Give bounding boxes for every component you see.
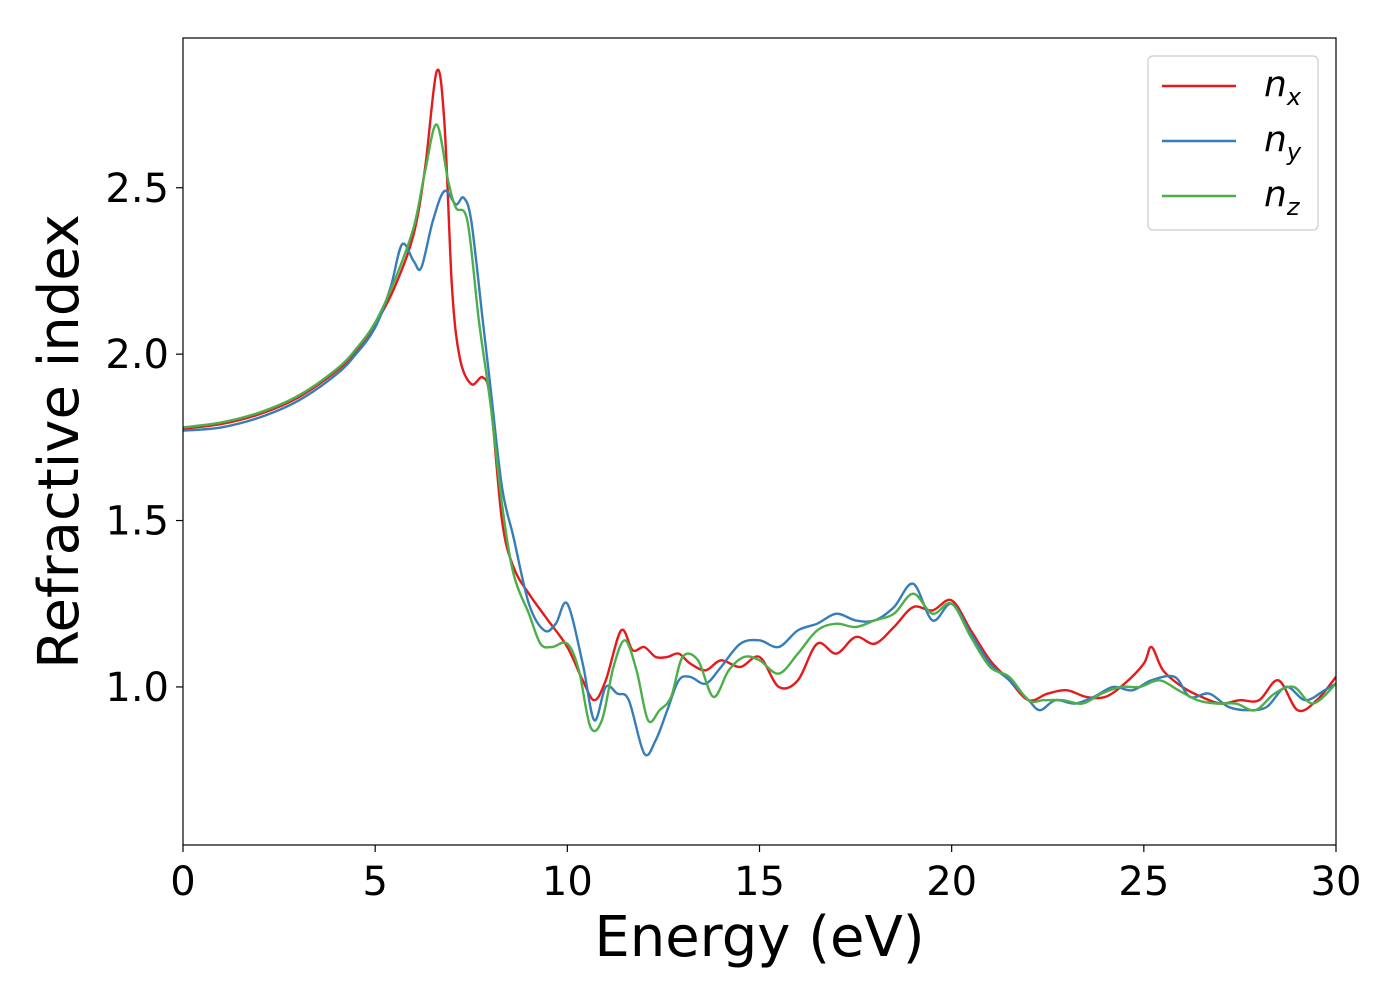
- x-tick-label: 15: [734, 859, 785, 905]
- x-tick-label: 10: [542, 859, 593, 905]
- x-tick-label: 0: [170, 859, 195, 905]
- series-line-n-x: [182, 68, 1337, 713]
- series-layer: [182, 68, 1337, 757]
- series-line-n-y: [182, 189, 1337, 757]
- legend: nx ny nz: [1147, 55, 1319, 231]
- legend-label: nz: [1264, 174, 1301, 221]
- x-axis-title: Energy (eV): [594, 905, 924, 970]
- y-axis-title: Refractive index: [27, 214, 92, 669]
- legend-label: nx: [1264, 64, 1302, 111]
- x-tick-label: 5: [362, 859, 387, 905]
- series-line-n-z: [182, 123, 1337, 733]
- y-tick-label: 1.5: [105, 499, 169, 545]
- y-tick-label: 2.5: [105, 166, 169, 212]
- y-tick-label: 1.0: [105, 665, 169, 711]
- legend-label: ny: [1264, 119, 1302, 166]
- x-tick-label: 30: [1311, 859, 1362, 905]
- legend-box: [1147, 55, 1319, 231]
- ticks-layer: 0 5 10 15 20 25 30 1.0 1.5 2.0 2.5: [105, 166, 1361, 905]
- x-tick-label: 20: [926, 859, 977, 905]
- x-tick-label: 25: [1118, 859, 1169, 905]
- y-tick-label: 2.0: [105, 332, 169, 378]
